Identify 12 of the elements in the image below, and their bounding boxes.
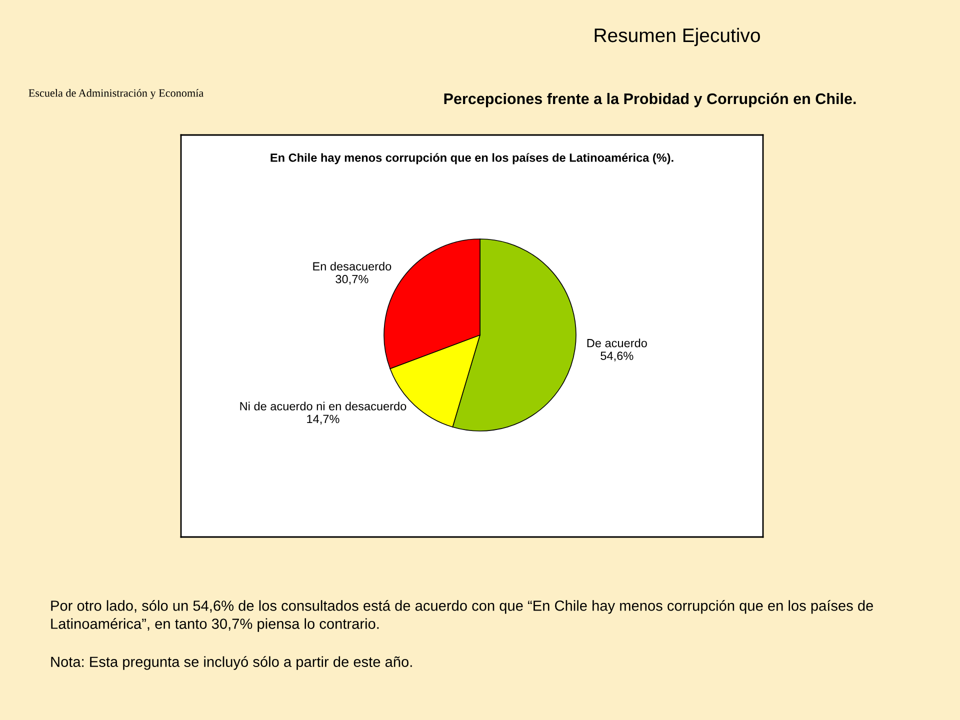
text: Escuela de Administración y Economía [28,88,204,100]
data-label: 54,6% [600,352,634,362]
data-label: 14,7% [307,414,340,425]
chart-title: En Chile hay menos corrupción que en los países de Latinoamérica (%). [270,153,674,164]
slice-label: De acuerdo [587,338,647,348]
text: Por otro lado, sólo un 54,6% de los consultados está de acuerdo con que “En Chile hay menos corrupción que en los países de Latinoamérica”, en tanto 30,7% piensa lo contrario. [51,600,874,632]
slice-label: Ni de acuerdo ni en desacuerdo [240,402,406,410]
text: Percepciones frente a la Probidad y Corrupción en Chile. [444,92,856,108]
text: Nota: Esta pregunta se incluyó sólo a partir de este año. [51,656,412,670]
text: Resumen Ejecutivo [594,28,760,46]
data-label: 30,7% [336,274,368,285]
slice-label: En desacuerdo [313,262,392,271]
